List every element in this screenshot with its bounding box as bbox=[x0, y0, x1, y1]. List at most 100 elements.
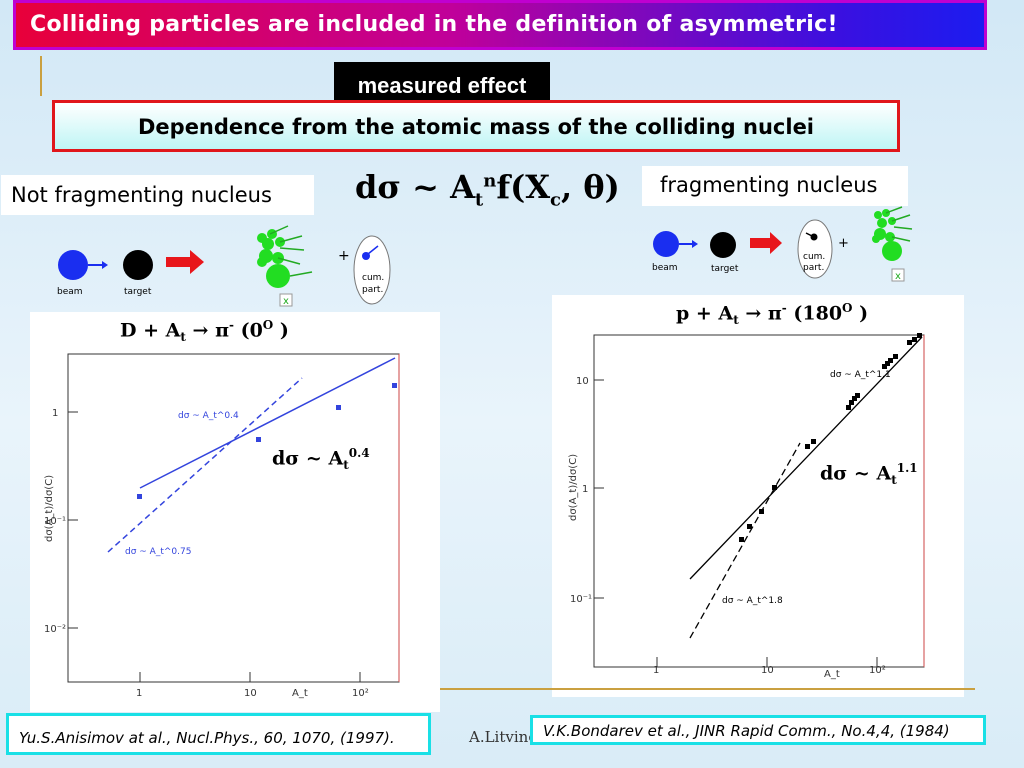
target-label: target bbox=[711, 264, 739, 274]
y-axis-ticks bbox=[68, 411, 78, 629]
left-reaction-sub: t bbox=[180, 330, 186, 345]
fit-line-solid bbox=[689, 336, 923, 580]
cum-label-1: cum. bbox=[803, 252, 825, 262]
data-point bbox=[392, 383, 397, 388]
left-fit-sub: t bbox=[343, 458, 349, 473]
fit-line-dashed bbox=[689, 442, 801, 639]
right-fit-a: dσ ~ A bbox=[820, 462, 892, 485]
ytick-2: 10⁻¹ bbox=[44, 516, 66, 527]
reaction-arrow-icon bbox=[166, 250, 204, 274]
xtick-3: 10² bbox=[869, 665, 886, 676]
plot-frame bbox=[67, 353, 400, 683]
right-fit-sup: 1.1 bbox=[896, 461, 918, 475]
not-fragmenting-label: Not fragmenting nucleus bbox=[1, 175, 314, 215]
left-reaction: D + At → π- (0O ) bbox=[120, 318, 289, 344]
data-point bbox=[137, 494, 142, 499]
reaction-diagram-left: x + cum. part. beam target bbox=[57, 225, 391, 307]
right-reaction-sup: - bbox=[781, 301, 787, 315]
fit-dashed-label: dσ ~ A_t^1.8 bbox=[722, 596, 783, 606]
x-axis-label: A_t bbox=[824, 669, 840, 680]
ytick-3: 10⁻² bbox=[44, 624, 66, 635]
y-axis-ticks bbox=[594, 379, 604, 599]
right-fit-formula: dσ ~ At1.1 bbox=[820, 461, 918, 487]
right-reaction-c: (180 bbox=[786, 302, 843, 325]
cum-label-2: part. bbox=[362, 285, 383, 295]
beam-label: beam bbox=[652, 263, 678, 273]
fit-line-solid bbox=[139, 357, 396, 489]
reaction-arrow-icon bbox=[750, 232, 782, 254]
formula-tail: , θ) bbox=[561, 168, 620, 206]
fit-line-dashed bbox=[107, 377, 303, 553]
fragmenting-label: fragmenting nucleus bbox=[642, 166, 908, 206]
beam-label: beam bbox=[57, 287, 83, 297]
x-axis-ticks bbox=[139, 672, 361, 682]
fragments-icon bbox=[257, 225, 313, 288]
formula-sub: t bbox=[474, 189, 484, 211]
left-reaction-sup2: O bbox=[262, 318, 274, 332]
beam-particle bbox=[653, 231, 679, 257]
dependence-heading: Dependence from the atomic mass of the c… bbox=[52, 100, 900, 152]
x-marker-text: x bbox=[283, 296, 289, 307]
right-fit-sub: t bbox=[891, 473, 897, 488]
right-reaction-sub: t bbox=[733, 313, 739, 328]
cum-label-1: cum. bbox=[362, 273, 384, 283]
xtick-2: 10 bbox=[761, 665, 774, 676]
fragments-icon bbox=[872, 206, 913, 261]
ytick-2: 1 bbox=[582, 484, 588, 495]
ytick-1: 10 bbox=[576, 376, 589, 387]
ytick-3: 10⁻¹ bbox=[570, 594, 592, 605]
measured-effect-label: measured effect bbox=[334, 62, 550, 102]
author-footer: A.Litvine bbox=[469, 728, 538, 746]
data-points bbox=[739, 333, 922, 542]
plot-frame bbox=[593, 334, 925, 668]
y-axis-label: dσ(A_t)/dσ(C) bbox=[568, 454, 579, 521]
xtick-3: 10² bbox=[352, 688, 369, 699]
formula-sub2: c bbox=[550, 189, 562, 211]
cum-arrow bbox=[367, 245, 379, 255]
x-marker-text: x bbox=[895, 271, 901, 282]
fit-solid-label: dσ ~ A_t^1.1 bbox=[830, 370, 891, 380]
right-reaction: p + At → π- (180O ) bbox=[676, 301, 868, 327]
slide-title: Colliding particles are included in the … bbox=[13, 0, 987, 50]
beam-arrowhead bbox=[102, 261, 108, 269]
right-plot: 10 1 10⁻¹ 1 10 10² A_t dσ(A_t)/dσ(C) dσ … bbox=[568, 333, 925, 680]
plus-sign: + bbox=[838, 236, 849, 251]
target-label: target bbox=[124, 287, 152, 297]
x-marker bbox=[891, 268, 905, 282]
left-fit-sup: 0.4 bbox=[348, 446, 370, 460]
left-reaction-a: D + A bbox=[120, 319, 181, 342]
reference-left: Yu.S.Anisimov at al., Nucl.Phys., 60, 10… bbox=[6, 713, 431, 755]
cum-label-2: part. bbox=[803, 263, 824, 273]
reference-right: V.K.Bondarev et al., JINR Rapid Comm., N… bbox=[530, 715, 986, 745]
xtick-2: 10 bbox=[244, 688, 257, 699]
left-fit-a: dσ ~ A bbox=[272, 447, 344, 470]
xtick-1: 1 bbox=[653, 665, 659, 676]
left-reaction-sup: - bbox=[228, 318, 234, 332]
formula-sup: n bbox=[483, 170, 497, 192]
data-point bbox=[336, 405, 341, 410]
cumulative-particle-icon bbox=[353, 235, 391, 305]
target-nucleus bbox=[710, 232, 736, 258]
left-reaction-d: ) bbox=[273, 319, 289, 342]
fit-solid-label: dσ ~ A_t^0.4 bbox=[178, 411, 239, 421]
right-reaction-b: → π bbox=[738, 302, 782, 325]
x-marker bbox=[279, 293, 293, 307]
right-reaction-sup2: O bbox=[842, 301, 853, 315]
beam-arrowhead bbox=[692, 240, 698, 248]
formula-rhs: f(X bbox=[496, 168, 551, 206]
left-fit-formula: dσ ~ At0.4 bbox=[272, 446, 370, 472]
decorative-line bbox=[40, 56, 42, 96]
formula-lhs: dσ ~ A bbox=[355, 168, 475, 206]
reaction-diagram-right: cum. part. + x beam target bbox=[652, 206, 913, 282]
y-axis-label: dσ(A_t)/dσ(C) bbox=[44, 475, 55, 542]
cum-arrow bbox=[805, 232, 815, 238]
xtick-1: 1 bbox=[136, 688, 142, 699]
decorative-line bbox=[440, 688, 975, 690]
left-plot: 1 10⁻¹ 10⁻² 1 10 10² A_t dσ(A_t)/dσ(C) d… bbox=[44, 353, 400, 699]
ytick-1: 1 bbox=[52, 408, 58, 419]
plus-sign: + bbox=[338, 248, 350, 264]
right-plot-panel: p + At → π- (180O ) 10 1 10⁻¹ 1 10 10² A… bbox=[552, 295, 964, 697]
beam-particle bbox=[58, 250, 88, 280]
left-reaction-c: (0 bbox=[233, 319, 263, 342]
left-plot-panel: D + At → π- (0O ) 1 10⁻¹ 10⁻² 1 10 10² A… bbox=[30, 312, 440, 712]
